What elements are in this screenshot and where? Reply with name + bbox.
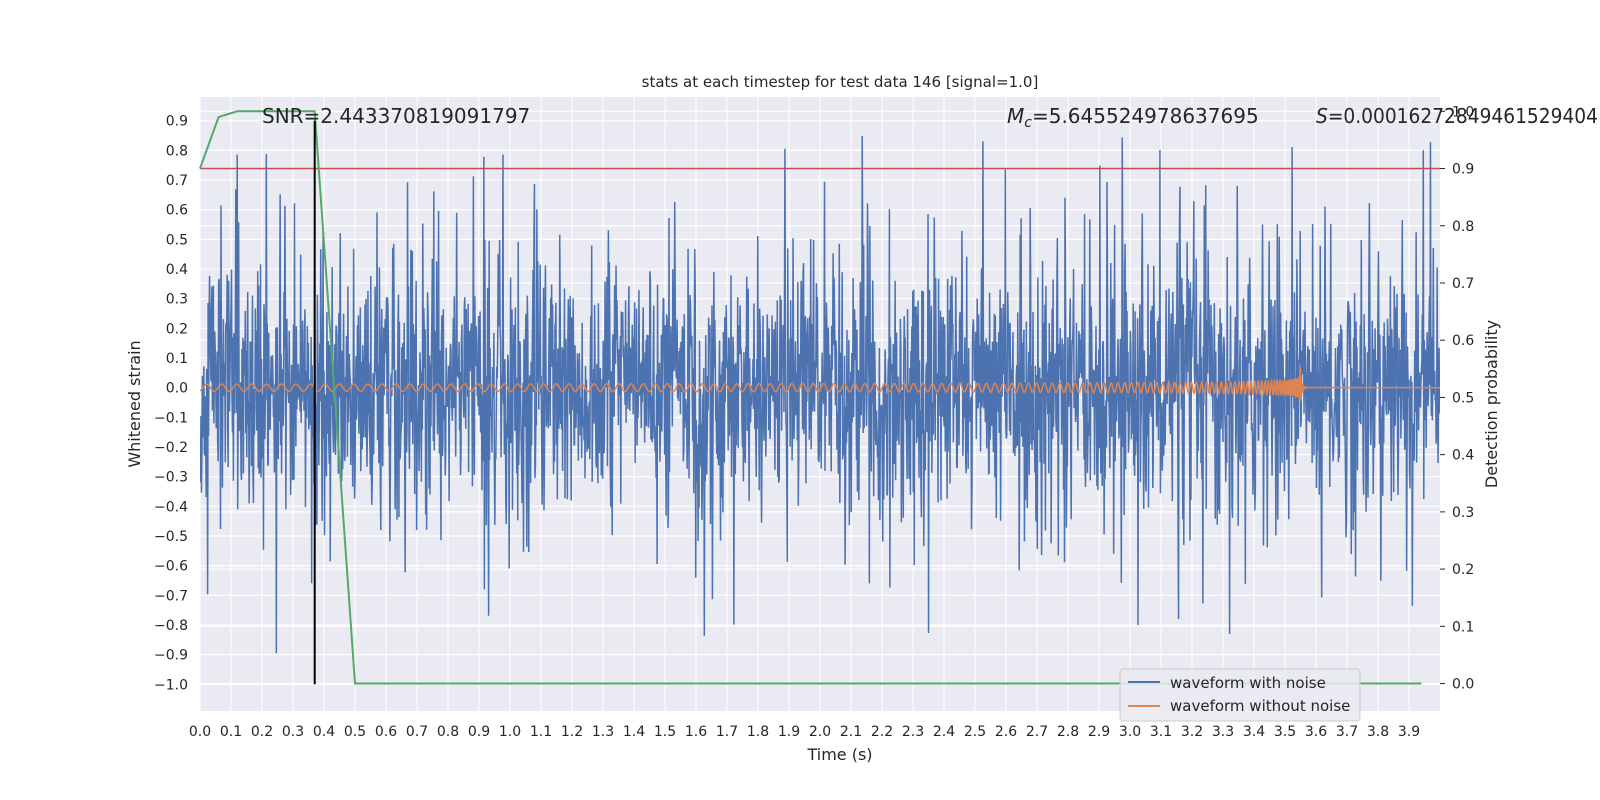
legend-label-clean: waveform without noise bbox=[1170, 697, 1350, 715]
x-tick-label: 2.5 bbox=[964, 724, 986, 740]
y-tick-label: 0.9 bbox=[166, 114, 188, 130]
x-tick-label: 1.1 bbox=[530, 724, 552, 740]
y-tick-label: 0.3 bbox=[166, 292, 188, 308]
noise-waveform-line bbox=[200, 136, 1440, 654]
x-tick-label: 1.5 bbox=[654, 724, 676, 740]
series-waveform-with-noise bbox=[200, 136, 1440, 654]
y-tick-label: 0.6 bbox=[166, 203, 188, 219]
x-tick-label: 0.5 bbox=[344, 724, 366, 740]
x-axis-ticks: 0.0 0.1 0.2 0.3 0.4 0.5 0.6 0.7 0.8 0.9 1.0 1.1 1.2 1… bbox=[189, 724, 1420, 740]
x-tick-label: 1.2 bbox=[561, 724, 583, 740]
x-tick-label: 2.3 bbox=[902, 724, 924, 740]
y-axis-right-ticks: 1.0 0.9 0.8 0.7 0.6 0.5 0.4 0.3 0.2 0.1 0.0 bbox=[1440, 104, 1474, 693]
x-tick-label: 1.9 bbox=[778, 724, 800, 740]
y-tick-label: 0.4 bbox=[166, 262, 188, 278]
x-tick-label: 3.3 bbox=[1212, 724, 1234, 740]
legend-label-noise: waveform with noise bbox=[1170, 674, 1326, 692]
x-tick-label: 3.4 bbox=[1243, 724, 1265, 740]
y-right-tick-label: 0.1 bbox=[1452, 619, 1474, 635]
legend-box bbox=[1119, 668, 1361, 722]
x-tick-label: 3.8 bbox=[1367, 724, 1389, 740]
y-tick-label: −0.5 bbox=[154, 529, 188, 545]
x-tick-label: 3.0 bbox=[1119, 724, 1141, 740]
x-tick-label: 3.6 bbox=[1305, 724, 1327, 740]
annotation-chirp-mass-subscript: c bbox=[1024, 115, 1032, 131]
y-right-tick-label: 0.0 bbox=[1452, 677, 1474, 693]
y-right-tick-label: 0.8 bbox=[1452, 219, 1474, 235]
y-tick-label: −0.3 bbox=[154, 470, 188, 486]
y-right-tick-label: 0.3 bbox=[1452, 505, 1474, 521]
series-detection-probability bbox=[199, 110, 1422, 685]
legend: waveform with noise waveform without noi… bbox=[1119, 668, 1361, 722]
y-tick-label: −0.8 bbox=[154, 618, 188, 634]
x-tick-label: 2.4 bbox=[933, 724, 955, 740]
y-tick-label: −0.6 bbox=[154, 559, 188, 575]
y-right-tick-label: 0.4 bbox=[1452, 448, 1474, 464]
y-right-tick-label: 0.5 bbox=[1452, 390, 1474, 406]
y-tick-label: −1.0 bbox=[154, 677, 188, 693]
x-tick-label: 0.9 bbox=[468, 724, 490, 740]
x-tick-label: 0.4 bbox=[313, 724, 335, 740]
y-right-tick-label: 1.0 bbox=[1452, 104, 1474, 120]
x-tick-label: 3.2 bbox=[1181, 724, 1203, 740]
x-tick-label: 1.4 bbox=[623, 724, 645, 740]
y-tick-label: 0.1 bbox=[166, 351, 188, 367]
x-tick-label: 0.6 bbox=[375, 724, 397, 740]
probability-line bbox=[199, 110, 1422, 685]
x-axis-label: Time (s) bbox=[806, 745, 872, 764]
y-tick-label: −0.1 bbox=[154, 410, 188, 426]
annotation-chirp-mass: Mc=5.645524978637695 bbox=[1007, 104, 1259, 131]
y-tick-label: 0.7 bbox=[166, 173, 188, 189]
chart-title: stats at each timestep for test data 146… bbox=[642, 73, 1039, 91]
x-tick-label: 2.6 bbox=[995, 724, 1017, 740]
x-tick-label: 2.7 bbox=[1026, 724, 1048, 740]
annotation-chirp-mass-value: =5.645524978637695 bbox=[1032, 104, 1259, 128]
y-tick-label: −0.7 bbox=[154, 588, 188, 604]
y-axis-ticks: 0.9 0.8 0.7 0.6 0.5 0.4 0.3 0.2 0.1 0.0 −0.1 −0.2 −0… bbox=[154, 114, 188, 694]
x-tick-label: 3.1 bbox=[1150, 724, 1172, 740]
series-waveform-without-noise bbox=[200, 366, 1440, 401]
x-tick-label: 2.1 bbox=[840, 724, 862, 740]
x-tick-label: 0.3 bbox=[282, 724, 304, 740]
y-tick-label: −0.9 bbox=[154, 648, 188, 664]
y-tick-label: −0.2 bbox=[154, 440, 188, 456]
x-tick-label: 2.9 bbox=[1088, 724, 1110, 740]
annotation-s-symbol: S bbox=[1316, 104, 1328, 128]
y-right-tick-label: 0.2 bbox=[1452, 562, 1474, 578]
clean-waveform-line bbox=[200, 366, 1440, 401]
y-right-tick-label: 0.7 bbox=[1452, 276, 1474, 292]
y-tick-label: 0.5 bbox=[166, 232, 188, 248]
x-tick-label: 3.7 bbox=[1336, 724, 1358, 740]
y-axis-label: Whitened strain bbox=[125, 340, 144, 467]
y-tick-label: −0.4 bbox=[154, 499, 188, 515]
x-tick-label: 3.9 bbox=[1398, 724, 1420, 740]
x-tick-label: 0.0 bbox=[189, 724, 211, 740]
y-right-tick-label: 0.6 bbox=[1452, 333, 1474, 349]
x-tick-label: 1.8 bbox=[747, 724, 769, 740]
x-tick-label: 3.5 bbox=[1274, 724, 1296, 740]
y-axis-right-label: Detection probability bbox=[1482, 320, 1501, 488]
annotation-s-value: =0.00016272849461529404 bbox=[1328, 104, 1598, 128]
y-tick-label: 0.2 bbox=[166, 321, 188, 337]
y-right-tick-label: 0.9 bbox=[1452, 162, 1474, 178]
x-tick-label: 0.8 bbox=[437, 724, 459, 740]
x-tick-label: 2.8 bbox=[1057, 724, 1079, 740]
annotation-chirp-mass-symbol: M bbox=[1007, 104, 1024, 128]
x-tick-label: 1.7 bbox=[716, 724, 738, 740]
x-tick-label: 0.1 bbox=[220, 724, 242, 740]
annotation-s: S=0.00016272849461529404 bbox=[1316, 104, 1598, 128]
x-tick-label: 1.6 bbox=[685, 724, 707, 740]
x-tick-label: 0.2 bbox=[251, 724, 273, 740]
x-tick-label: 2.0 bbox=[809, 724, 831, 740]
y-tick-label: 0.0 bbox=[166, 381, 188, 397]
x-tick-label: 2.2 bbox=[871, 724, 893, 740]
x-tick-label: 1.0 bbox=[499, 724, 521, 740]
x-tick-label: 1.3 bbox=[592, 724, 614, 740]
x-tick-label: 0.7 bbox=[406, 724, 428, 740]
annotation-snr: SNR=2.443370819091797 bbox=[262, 104, 530, 128]
y-tick-label: 0.8 bbox=[166, 143, 188, 159]
